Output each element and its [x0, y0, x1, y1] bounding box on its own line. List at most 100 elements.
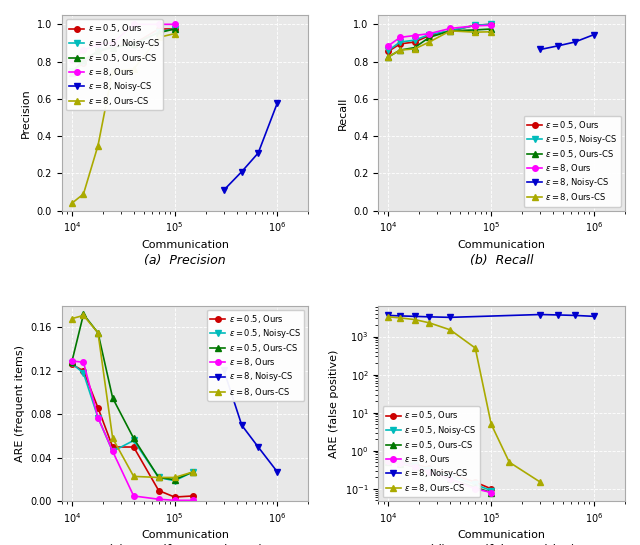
- $\varepsilon = 8$, Ours: [155, 21, 163, 28]
- Y-axis label: Precision: Precision: [21, 88, 31, 138]
- $\varepsilon = 0.5$, Noisy-CS: [487, 21, 495, 28]
- $\varepsilon = 8$, Ours-CS: [155, 474, 163, 481]
- $\varepsilon = 8$, Noisy-CS: [238, 422, 246, 428]
- $\varepsilon = 8$, Noisy-CS: [571, 39, 579, 45]
- $\varepsilon = 8$, Noisy-CS: [220, 367, 227, 373]
- $\varepsilon = 0.5$, Ours-CS: [396, 47, 404, 53]
- $\varepsilon = 0.5$, Ours-CS: [79, 57, 87, 63]
- $\varepsilon = 8$, Noisy-CS: [238, 168, 246, 175]
- $\varepsilon = 0.5$, Ours-CS: [68, 359, 76, 366]
- $\varepsilon = 0.5$, Ours: [68, 361, 76, 368]
- Legend: $\varepsilon = 0.5$, Ours, $\varepsilon = 0.5$, Noisy-CS, $\varepsilon = 0.5$, O: $\varepsilon = 0.5$, Ours, $\varepsilon …: [524, 116, 621, 207]
- $\varepsilon = 0.5$, Ours-CS: [411, 463, 419, 470]
- $\varepsilon = 8$, Ours: [472, 486, 479, 492]
- $\varepsilon = 0.5$, Ours: [385, 48, 392, 54]
- $\varepsilon = 8$, Ours: [130, 493, 138, 499]
- $\varepsilon = 8$, Ours: [447, 25, 454, 32]
- $\varepsilon = 0.5$, Noisy-CS: [79, 370, 87, 376]
- $\varepsilon = 0.5$, Noisy-CS: [487, 487, 495, 494]
- $\varepsilon = 8$, Noisy-CS: [385, 312, 392, 319]
- $\varepsilon = 8$, Noisy-CS: [447, 314, 454, 320]
- $\varepsilon = 8$, Ours: [411, 463, 419, 470]
- $\varepsilon = 8$, Ours-CS: [447, 326, 454, 333]
- $\varepsilon = 8$, Noisy-CS: [411, 313, 419, 319]
- $\varepsilon = 0.5$, Ours: [109, 44, 116, 50]
- $\varepsilon = 0.5$, Ours: [155, 487, 163, 494]
- $\varepsilon = 8$, Ours: [447, 476, 454, 482]
- $\varepsilon = 8$, Noisy-CS: [254, 150, 262, 156]
- Line: $\varepsilon = 0.5$, Ours: $\varepsilon = 0.5$, Ours: [69, 361, 195, 500]
- $\varepsilon = 8$, Noisy-CS: [396, 313, 404, 319]
- $\varepsilon = 0.5$, Noisy-CS: [396, 459, 404, 465]
- $\varepsilon = 0.5$, Ours: [411, 461, 419, 467]
- $\varepsilon = 0.5$, Ours-CS: [94, 48, 102, 54]
- Line: $\varepsilon = 0.5$, Noisy-CS: $\varepsilon = 0.5$, Noisy-CS: [69, 26, 177, 74]
- $\varepsilon = 0.5$, Ours: [447, 470, 454, 477]
- $\varepsilon = 8$, Ours-CS: [426, 319, 433, 326]
- $\varepsilon = 8$, Ours: [94, 414, 102, 421]
- Line: $\varepsilon = 0.5$, Noisy-CS: $\varepsilon = 0.5$, Noisy-CS: [385, 22, 494, 53]
- $\varepsilon = 0.5$, Noisy-CS: [130, 437, 138, 444]
- $\varepsilon = 8$, Ours: [426, 469, 433, 475]
- $\varepsilon = 8$, Ours: [426, 31, 433, 37]
- $\varepsilon = 8$, Ours: [411, 32, 419, 39]
- $\varepsilon = 8$, Ours-CS: [79, 312, 87, 319]
- Line: $\varepsilon = 0.5$, Ours-CS: $\varepsilon = 0.5$, Ours-CS: [69, 312, 195, 482]
- $\varepsilon = 8$, Ours-CS: [79, 191, 87, 197]
- $\varepsilon = 8$, Ours-CS: [487, 28, 495, 35]
- Line: $\varepsilon = 8$, Ours-CS: $\varepsilon = 8$, Ours-CS: [69, 31, 177, 206]
- $\varepsilon = 0.5$, Ours: [171, 26, 179, 32]
- $\varepsilon = 0.5$, Ours-CS: [130, 41, 138, 47]
- $\varepsilon = 8$, Ours: [385, 457, 392, 464]
- $\varepsilon = 0.5$, Noisy-CS: [189, 469, 196, 475]
- $\varepsilon = 8$, Ours: [79, 359, 87, 366]
- $\varepsilon = 8$, Noisy-CS: [554, 312, 562, 318]
- $\varepsilon = 0.5$, Ours: [94, 404, 102, 411]
- $\varepsilon = 8$, Ours-CS: [189, 469, 196, 475]
- Line: $\varepsilon = 8$, Noisy-CS: $\varepsilon = 8$, Noisy-CS: [385, 312, 597, 320]
- Legend: $\varepsilon = 0.5$, Ours, $\varepsilon = 0.5$, Noisy-CS, $\varepsilon = 0.5$, O: $\varepsilon = 0.5$, Ours, $\varepsilon …: [207, 310, 304, 401]
- $\varepsilon = 8$, Ours: [487, 489, 495, 496]
- $\varepsilon = 0.5$, Ours: [426, 32, 433, 39]
- $\varepsilon = 0.5$, Noisy-CS: [447, 473, 454, 479]
- Line: $\varepsilon = 0.5$, Noisy-CS: $\varepsilon = 0.5$, Noisy-CS: [69, 360, 195, 483]
- $\varepsilon = 8$, Ours-CS: [487, 421, 495, 427]
- $\varepsilon = 8$, Ours-CS: [130, 473, 138, 480]
- $\varepsilon = 0.5$, Ours-CS: [447, 28, 454, 34]
- $\varepsilon = 0.5$, Ours: [79, 368, 87, 374]
- X-axis label: Communication: Communication: [458, 530, 546, 541]
- $\varepsilon = 8$, Noisy-CS: [554, 43, 562, 49]
- $\varepsilon = 0.5$, Noisy-CS: [472, 22, 479, 28]
- $\varepsilon = 0.5$, Ours: [130, 41, 138, 47]
- Text: (a)  Precision: (a) Precision: [144, 254, 226, 267]
- $\varepsilon = 8$, Ours-CS: [109, 435, 116, 441]
- $\varepsilon = 0.5$, Noisy-CS: [109, 44, 116, 51]
- $\varepsilon = 8$, Ours: [130, 21, 138, 28]
- $\varepsilon = 0.5$, Noisy-CS: [109, 448, 116, 455]
- $\varepsilon = 0.5$, Ours: [130, 444, 138, 450]
- $\varepsilon = 8$, Ours-CS: [536, 479, 544, 486]
- $\varepsilon = 8$, Ours-CS: [68, 200, 76, 207]
- $\varepsilon = 8$, Ours: [109, 40, 116, 46]
- $\varepsilon = 0.5$, Noisy-CS: [385, 457, 392, 464]
- $\varepsilon = 8$, Ours: [487, 22, 495, 28]
- $\varepsilon = 0.5$, Noisy-CS: [155, 474, 163, 481]
- $\varepsilon = 0.5$, Ours-CS: [155, 29, 163, 36]
- $\varepsilon = 0.5$, Ours-CS: [109, 395, 116, 401]
- $\varepsilon = 0.5$, Ours: [472, 479, 479, 486]
- $\varepsilon = 8$, Ours-CS: [171, 31, 179, 37]
- Y-axis label: ARE (frequent items): ARE (frequent items): [15, 345, 25, 462]
- $\varepsilon = 8$, Ours-CS: [109, 68, 116, 74]
- Y-axis label: ARE (false positive): ARE (false positive): [329, 349, 339, 458]
- $\varepsilon = 8$, Ours-CS: [396, 47, 404, 53]
- $\varepsilon = 8$, Ours-CS: [411, 316, 419, 323]
- $\varepsilon = 0.5$, Noisy-CS: [79, 58, 87, 65]
- $\varepsilon = 8$, Noisy-CS: [590, 31, 598, 38]
- $\varepsilon = 0.5$, Ours-CS: [487, 26, 495, 32]
- $\varepsilon = 8$, Ours-CS: [94, 142, 102, 149]
- Line: $\varepsilon = 8$, Noisy-CS: $\varepsilon = 8$, Noisy-CS: [221, 367, 280, 475]
- $\varepsilon = 8$, Ours: [68, 358, 76, 365]
- $\varepsilon = 0.5$, Ours: [426, 465, 433, 471]
- $\varepsilon = 0.5$, Noisy-CS: [411, 462, 419, 468]
- $\varepsilon = 0.5$, Ours: [396, 41, 404, 47]
